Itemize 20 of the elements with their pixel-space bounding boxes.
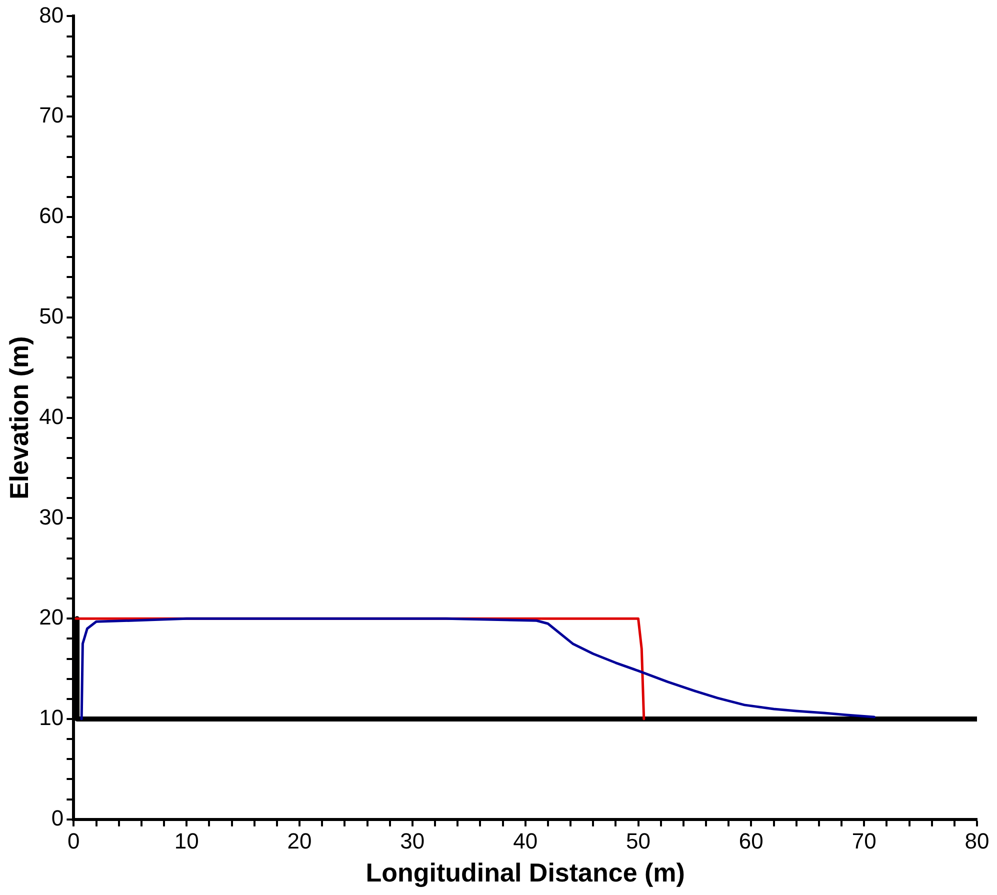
x-tick-label: 50	[626, 828, 650, 854]
x-tick-label: 20	[287, 828, 312, 854]
y-tick-label: 70	[39, 102, 64, 128]
x-axis-title: Longitudinal Distance (m)	[366, 858, 685, 888]
y-tick-label: 60	[39, 203, 64, 228]
x-tick-label: 0	[68, 828, 80, 854]
y-tick-label: 30	[39, 504, 64, 530]
y-tick-label: 80	[39, 2, 64, 28]
x-tick-label: 60	[738, 828, 764, 854]
y-tick-label: 40	[39, 404, 64, 429]
x-tick-label: 40	[513, 828, 538, 854]
x-tick-label: 30	[400, 828, 425, 854]
y-axis-title: Elevation (m)	[4, 336, 34, 500]
y-tick-label: 20	[39, 604, 64, 630]
x-tick-label: 70	[852, 828, 876, 854]
y-tick-label: 10	[39, 705, 64, 730]
y-tick-label: 50	[39, 303, 64, 328]
x-tick-label: 10	[174, 828, 199, 854]
y-tick-label: 0	[51, 805, 64, 830]
x-tick-label: 80	[964, 828, 990, 854]
